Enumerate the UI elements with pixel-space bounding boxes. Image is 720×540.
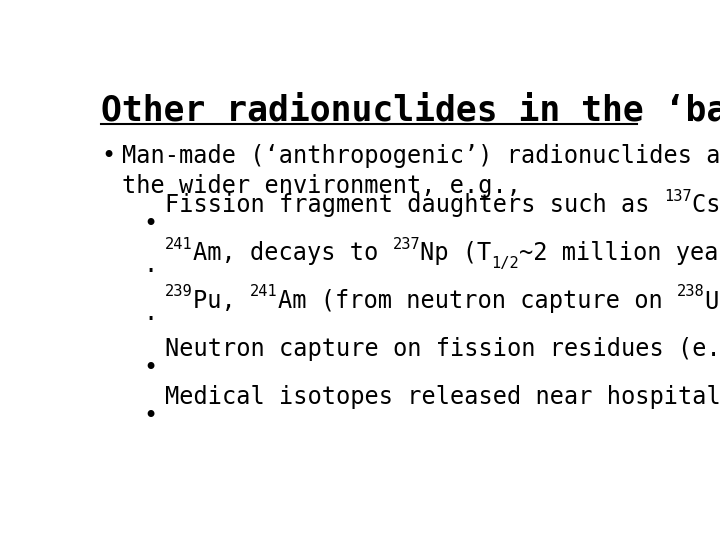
- Text: Medical isotopes released near hospitals (: Medical isotopes released near hospitals…: [166, 384, 720, 409]
- Text: Am, decays to: Am, decays to: [193, 241, 392, 265]
- Text: Cs,: Cs,: [692, 193, 720, 218]
- Text: 137: 137: [664, 189, 692, 204]
- Text: ·: ·: [143, 260, 157, 284]
- Text: 241: 241: [250, 285, 278, 299]
- Text: ~2 million years): ~2 million years): [519, 241, 720, 265]
- Text: 237: 237: [392, 237, 420, 252]
- Text: •: •: [143, 356, 157, 380]
- Text: 238: 238: [677, 285, 705, 299]
- Text: 241: 241: [166, 237, 193, 252]
- Text: 1/2: 1/2: [492, 256, 519, 271]
- Text: Neutron capture on fission residues (e.g.,: Neutron capture on fission residues (e.g…: [166, 337, 720, 361]
- Text: ·: ·: [143, 308, 157, 332]
- Text: •: •: [101, 144, 115, 168]
- Text: Pu,: Pu,: [193, 289, 250, 313]
- Text: Other radionuclides in the ‘background’?: Other radionuclides in the ‘background’?: [101, 92, 720, 128]
- Text: •: •: [143, 212, 157, 237]
- Text: Man-made (‘anthropogenic’) radionuclides also present in
the wider environment, : Man-made (‘anthropogenic’) radionuclides…: [122, 144, 720, 199]
- Text: Am (from neutron capture on: Am (from neutron capture on: [278, 289, 677, 313]
- Text: •: •: [143, 404, 157, 428]
- Text: Np (T: Np (T: [420, 241, 492, 265]
- Text: U in fuel): U in fuel): [705, 289, 720, 313]
- Text: 239: 239: [166, 285, 193, 299]
- Text: Fission fragment daughters such as: Fission fragment daughters such as: [166, 193, 664, 218]
